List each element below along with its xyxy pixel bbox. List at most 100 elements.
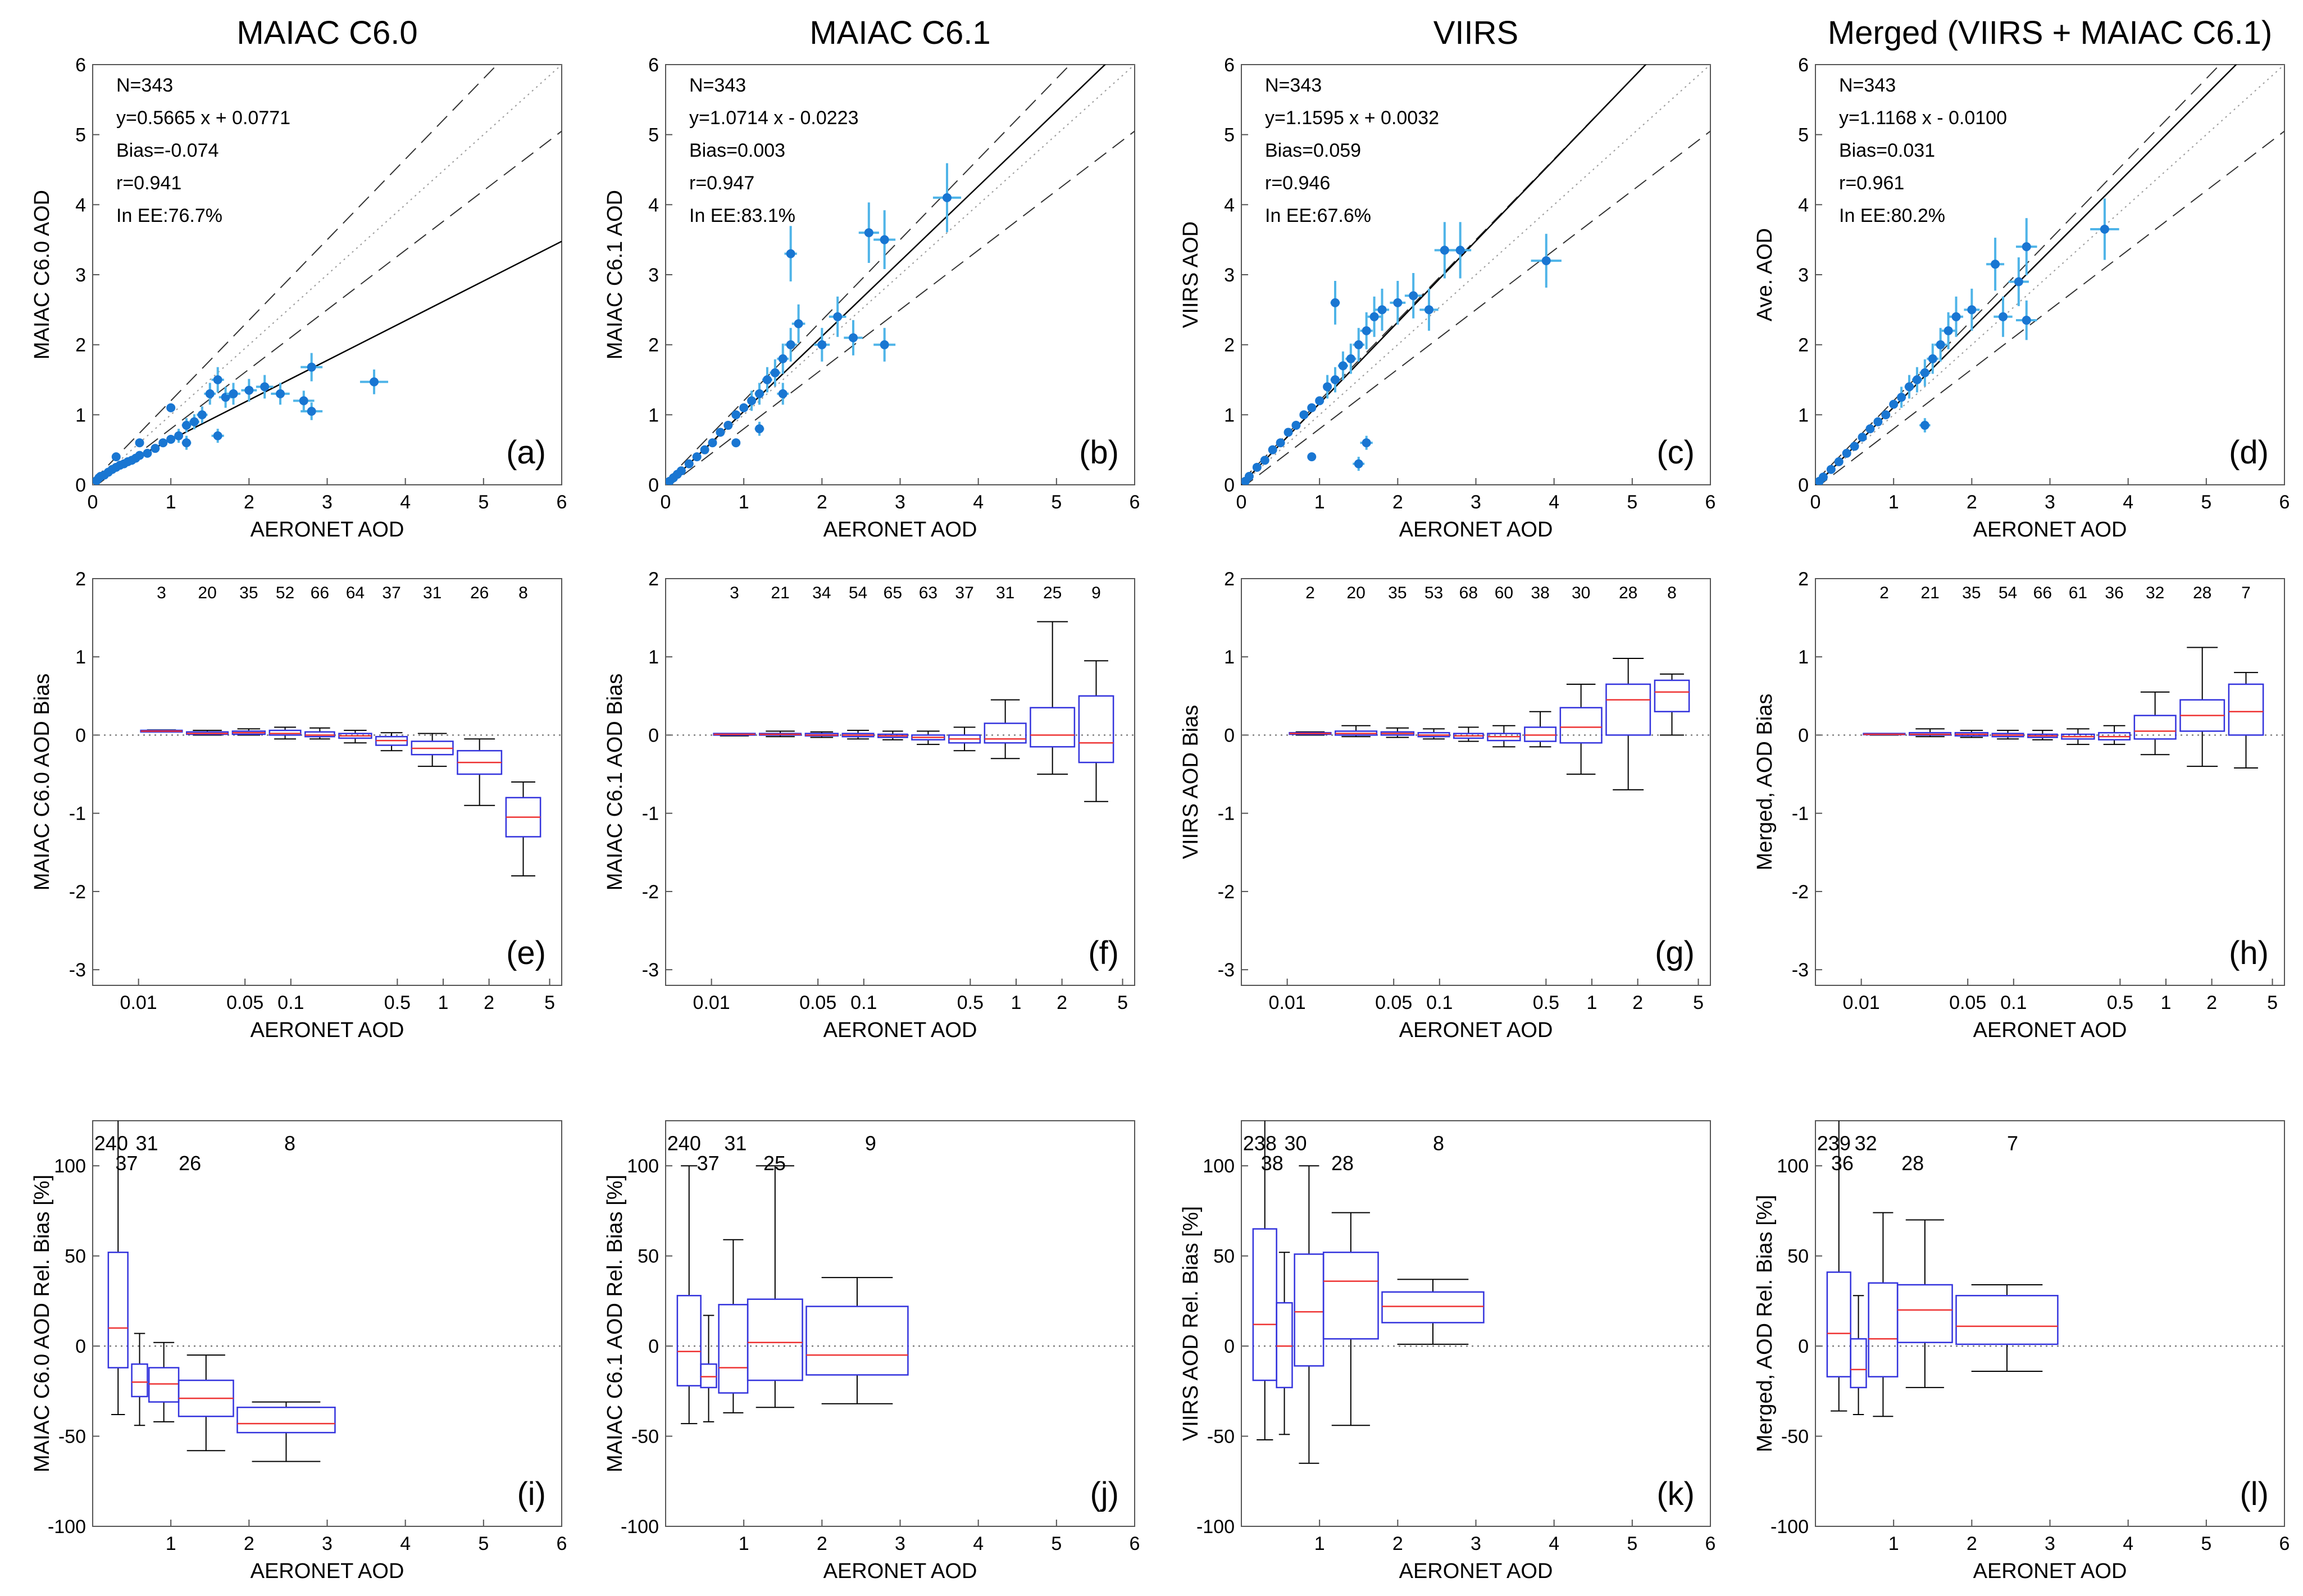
- y-tick-label: 2: [648, 335, 659, 356]
- box-5: [2027, 730, 2058, 740]
- y-tick-label: 100: [54, 1156, 86, 1177]
- y-tick-label: 4: [1798, 194, 1809, 216]
- plot-area: [1241, 658, 1710, 790]
- y-tick-label: 0: [1798, 475, 1809, 496]
- x-tick-label: 3: [895, 492, 905, 513]
- x-tick-label: 0.1: [2000, 992, 2027, 1013]
- data-point: [182, 438, 191, 448]
- plot-area: [1815, 647, 2284, 769]
- data-point: [692, 452, 702, 462]
- box-10: [2228, 672, 2264, 769]
- data-point: [778, 354, 788, 363]
- y-tick-label: -100: [621, 1516, 659, 1538]
- data-point: [1284, 428, 1293, 437]
- box-count-label: 28: [1619, 584, 1637, 602]
- box-count-label: 35: [239, 584, 258, 602]
- box-2: [1335, 725, 1378, 738]
- x-tick-label: 6: [1130, 492, 1140, 513]
- data-point: [1850, 442, 1859, 451]
- stats-line: In EE:76.7%: [116, 205, 222, 226]
- box-count-label: 25: [763, 1152, 786, 1175]
- data-point: [151, 444, 160, 453]
- box-3: [804, 731, 839, 738]
- y-tick-label: -100: [48, 1516, 86, 1538]
- panel-letter: (g): [1655, 935, 1695, 971]
- y-tick-label: 3: [1798, 265, 1809, 286]
- x-tick-label: 3: [1471, 492, 1481, 513]
- data-point: [1354, 459, 1363, 469]
- y-tick-label: 3: [648, 265, 659, 286]
- y-tick-label: 5: [75, 125, 86, 146]
- y-axis-label: VIIRS AOD Rel. Bias [%]: [1179, 1206, 1203, 1441]
- box-iqr: [747, 1298, 803, 1381]
- box-9: [1030, 621, 1076, 775]
- y-tick-label: -50: [58, 1426, 86, 1448]
- stats-line: y=1.1168 x - 0.0100: [1839, 107, 2007, 129]
- x-tick-label: 4: [973, 492, 984, 513]
- box-count-label: 65: [884, 584, 902, 602]
- box-1: [1826, 1121, 1851, 1412]
- data-point: [880, 340, 889, 349]
- x-tick-label: 0.05: [1375, 992, 1412, 1013]
- plot-area: [1241, 1121, 1710, 1464]
- data-point: [1897, 393, 1906, 402]
- y-tick-label: -1: [69, 803, 86, 825]
- y-tick-label: -3: [642, 960, 659, 981]
- x-tick-label: 2: [484, 992, 494, 1013]
- panel-i: 1 2 3 4 5 6 -100 -50 0 50 100 AERONET AOD MAIAC C6.0…: [30, 1120, 567, 1583]
- y-tick-label: 0: [75, 475, 86, 496]
- box-2: [1276, 1252, 1293, 1435]
- box-7: [375, 732, 408, 752]
- y-tick-label: 4: [648, 194, 659, 216]
- plot-frame: [92, 578, 562, 986]
- y-tick-label: -50: [631, 1426, 659, 1448]
- y-tick-label: -100: [1196, 1516, 1235, 1538]
- box-count-label: 20: [198, 584, 216, 602]
- data-point: [1873, 417, 1883, 426]
- box-iqr: [1322, 1251, 1379, 1340]
- data-point: [880, 235, 889, 244]
- box-count-label: 3: [730, 584, 739, 602]
- y-tick-label: 50: [1787, 1246, 1809, 1267]
- x-tick-label: 2: [244, 492, 254, 513]
- x-tick-label: 6: [1705, 1533, 1716, 1554]
- x-tick-label: 5: [1627, 1533, 1637, 1554]
- box-1: [713, 733, 756, 736]
- data-point: [833, 312, 843, 321]
- box-4: [747, 1165, 803, 1408]
- x-axis-label: AERONET AOD: [251, 1559, 404, 1583]
- x-tick-label: 0.05: [226, 992, 263, 1013]
- box-8: [1559, 683, 1603, 775]
- box-1: [140, 729, 183, 733]
- box-iqr: [1850, 1338, 1867, 1389]
- box-10: [505, 781, 541, 877]
- y-tick-label: 0: [1224, 475, 1235, 496]
- stats-line: N=343: [689, 75, 746, 96]
- panel-letter: (k): [1656, 1476, 1695, 1512]
- box-3: [1954, 730, 1989, 738]
- panel-letter: (e): [506, 935, 546, 971]
- data-point: [1276, 438, 1285, 448]
- y-axis-label: MAIAC C6.1 AOD Bias: [603, 674, 627, 890]
- data-point: [943, 193, 952, 202]
- y-tick-label: 2: [75, 335, 86, 356]
- box-count-label: 3: [157, 584, 166, 602]
- box-count-label: 52: [276, 584, 294, 602]
- x-tick-label: 0.1: [277, 992, 304, 1013]
- y-tick-label: -2: [1792, 881, 1809, 903]
- box-10: [1654, 673, 1690, 736]
- y-tick-label: 5: [1798, 125, 1809, 146]
- box-count-label: 240: [667, 1132, 701, 1155]
- x-tick-label: 2: [1967, 492, 1977, 513]
- x-tick-label: 1: [1314, 492, 1325, 513]
- x-axis-label: AERONET AOD: [251, 518, 404, 542]
- x-tick-label: 0: [88, 492, 98, 513]
- data-point: [708, 438, 717, 448]
- plot-area: [93, 65, 562, 485]
- x-tick-label: 4: [973, 1533, 984, 1554]
- box-4: [1417, 728, 1450, 740]
- box-2: [759, 730, 802, 738]
- box-iqr: [1381, 1291, 1485, 1324]
- data-point: [747, 396, 757, 406]
